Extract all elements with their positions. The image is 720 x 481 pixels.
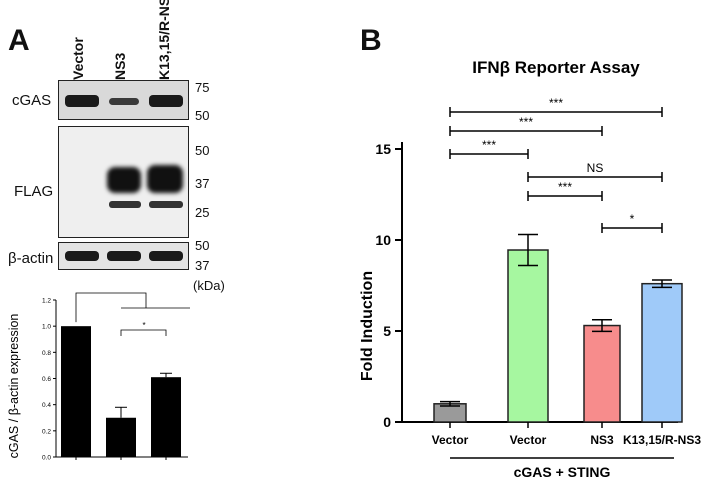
chart-a: 0.00.20.40.60.81.01.2*** cGAS / β-actin … xyxy=(7,290,190,462)
chart-a-ytick-label: 0.0 xyxy=(42,455,51,462)
chart-a-ytick-label: 0.6 xyxy=(42,376,51,383)
chart-a-sig-label: ** xyxy=(108,290,114,294)
mw-flag-25: 25 xyxy=(195,205,210,220)
lane-label-mutant: K13,15/R-NS3 xyxy=(156,0,172,80)
chart-a-ytick-label: 1.2 xyxy=(42,298,51,305)
chart-b-sig-label: *** xyxy=(482,138,496,152)
panel-b-letter: B xyxy=(360,24,382,57)
chart-a-sig-bracket xyxy=(75,292,147,323)
chart-b-category-label: NS3 xyxy=(590,433,614,447)
mw-flag-37: 37 xyxy=(195,176,210,191)
chart-b-category-label: Vector xyxy=(510,433,547,447)
chart-b-sig-label: * xyxy=(630,212,635,226)
chart-b-sig-label: *** xyxy=(519,115,533,129)
chart-a-ytick-label: 1.0 xyxy=(42,324,51,331)
chart-b-sig-label: *** xyxy=(558,180,572,194)
chart-b-ytick-label: 5 xyxy=(383,323,391,339)
actin-band-ns3 xyxy=(107,251,141,261)
actin-label: β-actin xyxy=(8,250,54,267)
lane-label-vector: Vector xyxy=(70,37,86,80)
chart-b-category-label: K13,15/R-NS3 xyxy=(623,433,701,447)
cgas-blot xyxy=(58,80,189,120)
chart-b-ytick-label: 10 xyxy=(375,232,391,248)
kda-label: (kDa) xyxy=(193,278,225,293)
mw-cgas-50: 50 xyxy=(195,108,210,123)
chart-b-ytick-label: 0 xyxy=(383,414,391,430)
chart-a-sig-bracket xyxy=(120,329,167,336)
actin-band-vector xyxy=(65,251,99,261)
flag-band-mutant-upper xyxy=(147,165,183,193)
chart-b-category-label: Vector xyxy=(432,433,469,447)
flag-band-ns3-lower xyxy=(109,201,141,208)
chart-b-sig-label: *** xyxy=(549,96,563,110)
chart-a-bar xyxy=(106,417,136,457)
actin-blot xyxy=(58,242,189,270)
chart-a-bar xyxy=(151,377,181,457)
cgas-band-vector xyxy=(65,95,99,107)
chart-b-sig-label: NS xyxy=(587,161,604,175)
flag-blot xyxy=(58,126,189,238)
actin-band-mutant xyxy=(149,251,183,261)
chart-a-ytick-label: 0.2 xyxy=(42,428,51,435)
cgas-band-ns3 xyxy=(109,98,139,105)
chart-b-ytick-label: 15 xyxy=(375,141,391,157)
chart-a-sig-label: * xyxy=(142,321,145,330)
chart-b-title: IFNβ Reporter Assay xyxy=(472,58,640,77)
mw-actin-50: 50 xyxy=(195,238,210,253)
group-label: cGAS + STING xyxy=(514,464,611,480)
chart-b: IFNβ Reporter Assay Fold Induction 0 5 10 1… xyxy=(359,58,701,480)
chart-b-bar xyxy=(641,282,683,423)
chart-b-ylabel: Fold Induction xyxy=(359,271,376,381)
chart-a-plot: 0.00.20.40.60.81.01.2*** xyxy=(42,290,190,462)
chart-b-bar xyxy=(507,249,549,423)
cgas-band-mutant xyxy=(149,95,183,107)
chart-a-ytick-label: 0.4 xyxy=(42,402,51,409)
chart-a-bar xyxy=(61,326,91,457)
lane-label-ns3: NS3 xyxy=(112,52,128,80)
mw-actin-37: 37 xyxy=(195,258,210,273)
chart-a-ytick-label: 0.8 xyxy=(42,350,51,357)
mw-cgas-75: 75 xyxy=(195,80,210,95)
mw-flag-50: 50 xyxy=(195,143,210,158)
flag-band-mutant-lower xyxy=(149,201,183,208)
cgas-label: cGAS xyxy=(12,92,52,109)
panel-a-letter: A xyxy=(8,24,30,57)
chart-a-ylabel: cGAS / β-actin expression xyxy=(7,314,21,459)
flag-band-ns3-upper xyxy=(107,167,141,193)
chart-b-bar xyxy=(583,324,621,423)
flag-label: FLAG xyxy=(14,183,54,200)
